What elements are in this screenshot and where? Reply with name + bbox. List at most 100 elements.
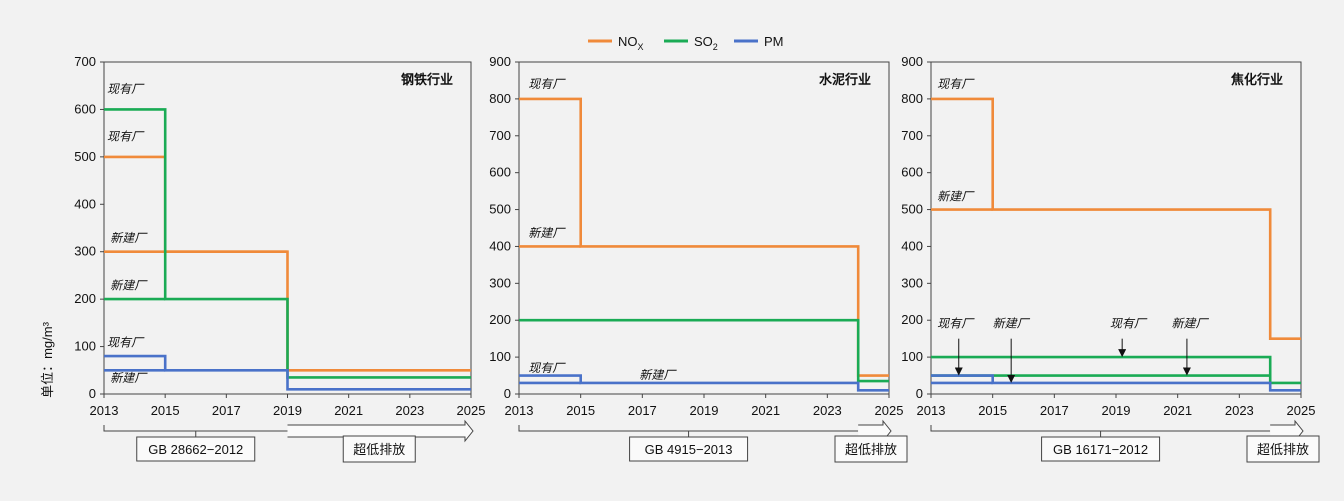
- annotation-label: 新建厂: [937, 189, 975, 203]
- series-line-pm: [931, 374, 1301, 392]
- annotation-label: 新建厂: [1172, 317, 1210, 331]
- annotation-label: 现有厂: [937, 317, 975, 331]
- x-tick-label: 2015: [151, 403, 180, 418]
- y-tick-label: 0: [504, 386, 511, 401]
- x-tick-label: 2017: [628, 403, 657, 418]
- series-line-nox: [519, 97, 889, 377]
- x-tick-label: 2021: [1163, 403, 1192, 418]
- series-line-so2: [519, 318, 889, 383]
- y-tick-label: 900: [489, 54, 511, 69]
- annotation-label: 新建厂: [639, 368, 677, 382]
- ultra-low-label-box: [1246, 435, 1320, 463]
- y-tick-label: 400: [901, 238, 923, 253]
- standard-label: GB 4915−2013: [645, 442, 733, 457]
- annotation-label: 新建厂: [110, 231, 148, 245]
- series-line-so2: [931, 355, 1301, 385]
- x-tick-label: 2015: [566, 403, 595, 418]
- annotation-label: 新建厂: [110, 371, 148, 385]
- plot-frame: [930, 61, 1302, 395]
- ultra-low-label: 超低排放: [845, 442, 897, 457]
- x-tick-label: 2013: [505, 403, 534, 418]
- annotation-label: 现有厂: [937, 77, 975, 91]
- y-tick-label: 100: [901, 349, 923, 364]
- y-tick-label: 800: [489, 91, 511, 106]
- legend-label-nox: NOX: [618, 34, 644, 52]
- x-tick-label: 2025: [875, 403, 904, 418]
- standard-label-box: [1041, 436, 1161, 462]
- y-tick-label: 600: [489, 165, 511, 180]
- annotation-label: 现有厂: [528, 361, 566, 375]
- y-tick-label: 200: [489, 312, 511, 327]
- ultra-low-period-arrow: [287, 419, 474, 443]
- series-line-pm: [519, 374, 889, 392]
- x-tick-label: 2019: [273, 403, 302, 418]
- series-line-nox: [931, 97, 1301, 341]
- standard-label-box: [629, 436, 749, 462]
- y-tick-label: 700: [74, 54, 96, 69]
- annotation-label: 现有厂: [107, 82, 145, 96]
- y-tick-label: 400: [74, 196, 96, 211]
- annotation-label: 新建厂: [528, 226, 566, 240]
- x-tick-label: 2021: [751, 403, 780, 418]
- y-axis-label: 单位：mg/m³: [40, 321, 55, 398]
- panel-3: 0 100 200 300 400 500 600 700 800 900 2013 2015 2017…: [901, 54, 1320, 463]
- x-tick-label: 2025: [457, 403, 486, 418]
- x-tick-label: 2015: [978, 403, 1007, 418]
- ultra-low-label: 超低排放: [353, 442, 405, 457]
- standard-period-bracket: [518, 425, 859, 432]
- legend: NOX SO2 PM: [588, 34, 784, 52]
- y-tick-label: 0: [916, 386, 923, 401]
- y-tick-label: 700: [489, 128, 511, 143]
- series-line-so2: [104, 108, 471, 379]
- annotation-label: 现有厂: [107, 129, 145, 143]
- ultra-low-label: 超低排放: [1257, 442, 1309, 457]
- series-line-pm: [104, 354, 471, 391]
- panel-title: 焦化行业: [1230, 72, 1283, 87]
- x-tick-label: 2021: [334, 403, 363, 418]
- y-tick-label: 200: [74, 291, 96, 306]
- x-tick-label: 2023: [813, 403, 842, 418]
- x-tick-label: 2023: [395, 403, 424, 418]
- legend-label-so2: SO2: [694, 34, 718, 52]
- y-tick-label: 500: [901, 202, 923, 217]
- y-tick-label: 500: [74, 149, 96, 164]
- y-tick-label: 100: [74, 339, 96, 354]
- x-tick-label: 2013: [917, 403, 946, 418]
- y-tick-label: 300: [74, 244, 96, 259]
- y-tick-label: 200: [901, 312, 923, 327]
- y-tick-label: 100: [489, 349, 511, 364]
- annotation-label: 新建厂: [993, 317, 1031, 331]
- panel-title: 水泥行业: [819, 72, 871, 87]
- y-tick-label: 900: [901, 54, 923, 69]
- x-tick-label: 2019: [1102, 403, 1131, 418]
- y-tick-label: 500: [489, 202, 511, 217]
- panel-1: 0 100 200 300 400 500 600 700 2013 2015 2017 2019 20…: [74, 54, 486, 463]
- y-tick-label: 800: [901, 91, 923, 106]
- y-tick-label: 300: [901, 275, 923, 290]
- annotation-label: 现有厂: [528, 77, 566, 91]
- x-tick-label: 2025: [1287, 403, 1316, 418]
- x-tick-label: 2019: [690, 403, 719, 418]
- y-tick-label: 300: [489, 275, 511, 290]
- standard-label: GB 28662−2012: [148, 442, 243, 457]
- standard-label: GB 16171−2012: [1053, 442, 1148, 457]
- legend-label-pm: PM: [764, 34, 784, 49]
- y-tick-label: 600: [901, 165, 923, 180]
- standard-label-box: [136, 436, 256, 462]
- x-tick-label: 2023: [1225, 403, 1254, 418]
- y-tick-label: 600: [74, 101, 96, 116]
- y-tick-label: 400: [489, 238, 511, 253]
- ultra-low-label-box: [834, 435, 908, 463]
- y-tick-label: 700: [901, 128, 923, 143]
- ultra-low-label-box: [342, 435, 416, 463]
- y-tick-label: 0: [89, 386, 96, 401]
- annotation-label: 现有厂: [1110, 317, 1148, 331]
- panel-2: 0 100 200 300 400 500 600 700 800 900 2013 2015 2017…: [489, 54, 908, 463]
- x-tick-label: 2017: [212, 403, 241, 418]
- panel-title: 钢铁行业: [401, 72, 453, 87]
- annotation-label: 现有厂: [107, 336, 145, 350]
- x-tick-label: 2017: [1040, 403, 1069, 418]
- standard-period-bracket: [103, 425, 288, 432]
- plot-frame: [518, 61, 890, 395]
